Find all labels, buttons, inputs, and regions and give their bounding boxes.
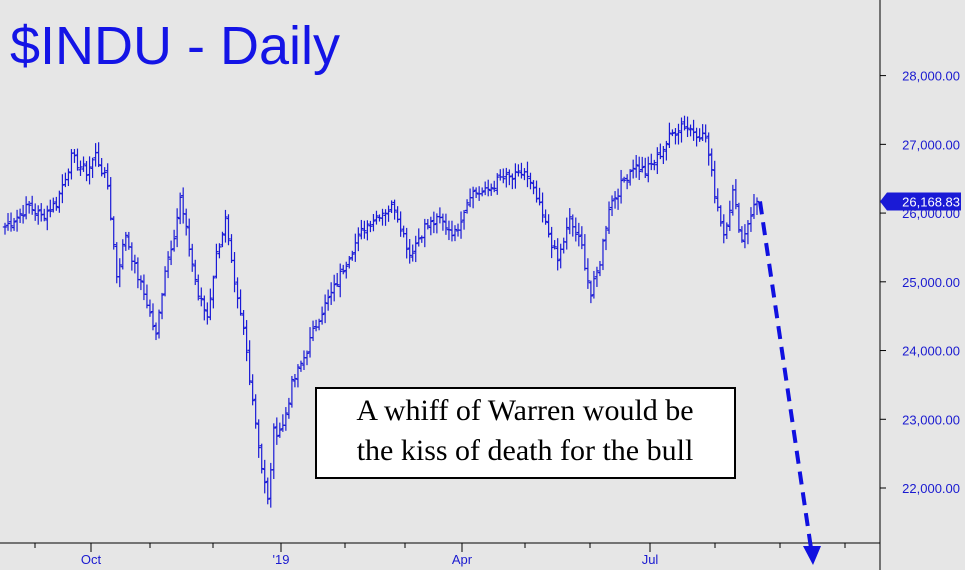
annotation-line-2: the kiss of death for the bull bbox=[357, 434, 694, 467]
x-tick-label: '19 bbox=[273, 552, 290, 567]
y-tick-label: 23,000.00 bbox=[902, 412, 960, 427]
x-tick-label: Jul bbox=[642, 552, 659, 567]
projection-dash-line bbox=[758, 201, 814, 556]
y-tick-label: 28,000.00 bbox=[902, 69, 960, 84]
y-axis-panel bbox=[880, 0, 965, 570]
y-tick-label: 27,000.00 bbox=[902, 137, 960, 152]
x-tick-label: Apr bbox=[452, 552, 473, 567]
last-value-marker: 26,168.83 bbox=[880, 192, 961, 211]
y-tick-label: 25,000.00 bbox=[902, 275, 960, 290]
y-tick-label: 24,000.00 bbox=[902, 344, 960, 359]
x-minor-ticks bbox=[34, 543, 846, 548]
annotation-box: A whiff of Warren would be the kiss of d… bbox=[315, 387, 736, 479]
projection-arrowhead bbox=[803, 546, 821, 565]
annotation-frame bbox=[315, 387, 736, 479]
x-axis-ticks: Oct '19 Apr Jul bbox=[81, 543, 659, 567]
ohlc-bars bbox=[2, 115, 760, 508]
last-value-badge bbox=[880, 192, 961, 211]
projection-arrow bbox=[758, 201, 821, 565]
x-tick-label: Oct bbox=[81, 552, 102, 567]
annotation-line-1: A whiff of Warren would be bbox=[356, 394, 693, 427]
last-value-label: 26,168.83 bbox=[902, 194, 960, 209]
chart-title: $INDU - Daily bbox=[10, 16, 340, 76]
y-tick-label: 22,000.00 bbox=[902, 481, 960, 496]
